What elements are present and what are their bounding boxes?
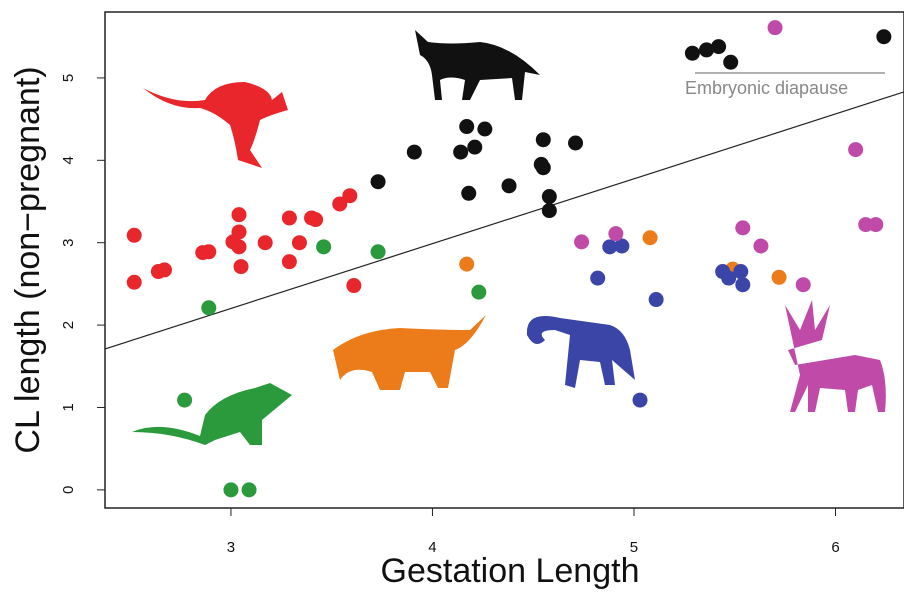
- point: [127, 275, 142, 290]
- point: [735, 220, 750, 235]
- point: [201, 244, 216, 259]
- point: [502, 178, 517, 193]
- point: [127, 228, 142, 243]
- point: [282, 254, 297, 269]
- y-tick-label: 2: [60, 321, 77, 329]
- point: [346, 278, 361, 293]
- point: [467, 140, 482, 155]
- point: [772, 270, 787, 285]
- point: [536, 132, 551, 147]
- point: [407, 145, 422, 160]
- x-tick-label: 5: [630, 539, 638, 556]
- annotation: Embryonic diapause: [685, 78, 848, 98]
- anteater-icon: [333, 315, 486, 390]
- point: [461, 186, 476, 201]
- point: [876, 29, 891, 44]
- page: {"chart_data": {"type": "scatter", "xlab…: [0, 0, 904, 595]
- point: [232, 224, 247, 239]
- x-tick-label: 6: [831, 539, 839, 556]
- point: [848, 142, 863, 157]
- point: [282, 210, 297, 225]
- point: [768, 20, 783, 35]
- deer-icon: [785, 300, 886, 412]
- point: [308, 212, 323, 227]
- point: [242, 482, 257, 497]
- point: [177, 393, 192, 408]
- point: [711, 39, 726, 54]
- x-axis-title: Gestation Length: [381, 552, 640, 590]
- y-tick-label: 1: [60, 403, 77, 411]
- point: [371, 244, 386, 259]
- point: [157, 262, 172, 277]
- y-tick-label: 4: [60, 156, 77, 164]
- point: [574, 234, 589, 249]
- point: [542, 189, 557, 204]
- trend-line: [105, 92, 904, 349]
- kangaroo-icon: [143, 82, 288, 168]
- point: [753, 238, 768, 253]
- point: [649, 292, 664, 307]
- point: [258, 235, 273, 250]
- x-tick-label: 4: [428, 539, 436, 556]
- point: [234, 259, 249, 274]
- point: [232, 207, 247, 222]
- x-tick-label: 3: [227, 539, 235, 556]
- point: [371, 174, 386, 189]
- point: [868, 217, 883, 232]
- point: [633, 393, 648, 408]
- chart: Embryonic diapause Gestation Length CL l…: [0, 0, 904, 595]
- point: [342, 188, 357, 203]
- point: [459, 119, 474, 134]
- point: [477, 121, 492, 136]
- point: [459, 257, 474, 272]
- mouse-icon: [132, 383, 292, 445]
- point: [733, 264, 748, 279]
- point: [232, 239, 247, 254]
- point: [590, 271, 605, 286]
- y-tick-label: 3: [60, 239, 77, 247]
- point: [643, 230, 658, 245]
- point: [316, 239, 331, 254]
- point: [223, 482, 238, 497]
- point: [201, 300, 216, 315]
- point: [453, 145, 468, 160]
- point: [723, 55, 738, 70]
- point: [536, 160, 551, 175]
- point: [608, 226, 623, 241]
- y-axis-title: CL length (non−pregnant): [9, 66, 47, 453]
- dog-icon: [415, 30, 540, 100]
- point: [735, 277, 750, 292]
- y-tick-label: 5: [60, 74, 77, 82]
- point: [796, 277, 811, 292]
- y-tick-label: 0: [60, 486, 77, 494]
- point: [471, 285, 486, 300]
- point: [685, 46, 700, 61]
- monkey-icon: [527, 316, 635, 388]
- point: [568, 136, 583, 151]
- point: [292, 235, 307, 250]
- point: [542, 203, 557, 218]
